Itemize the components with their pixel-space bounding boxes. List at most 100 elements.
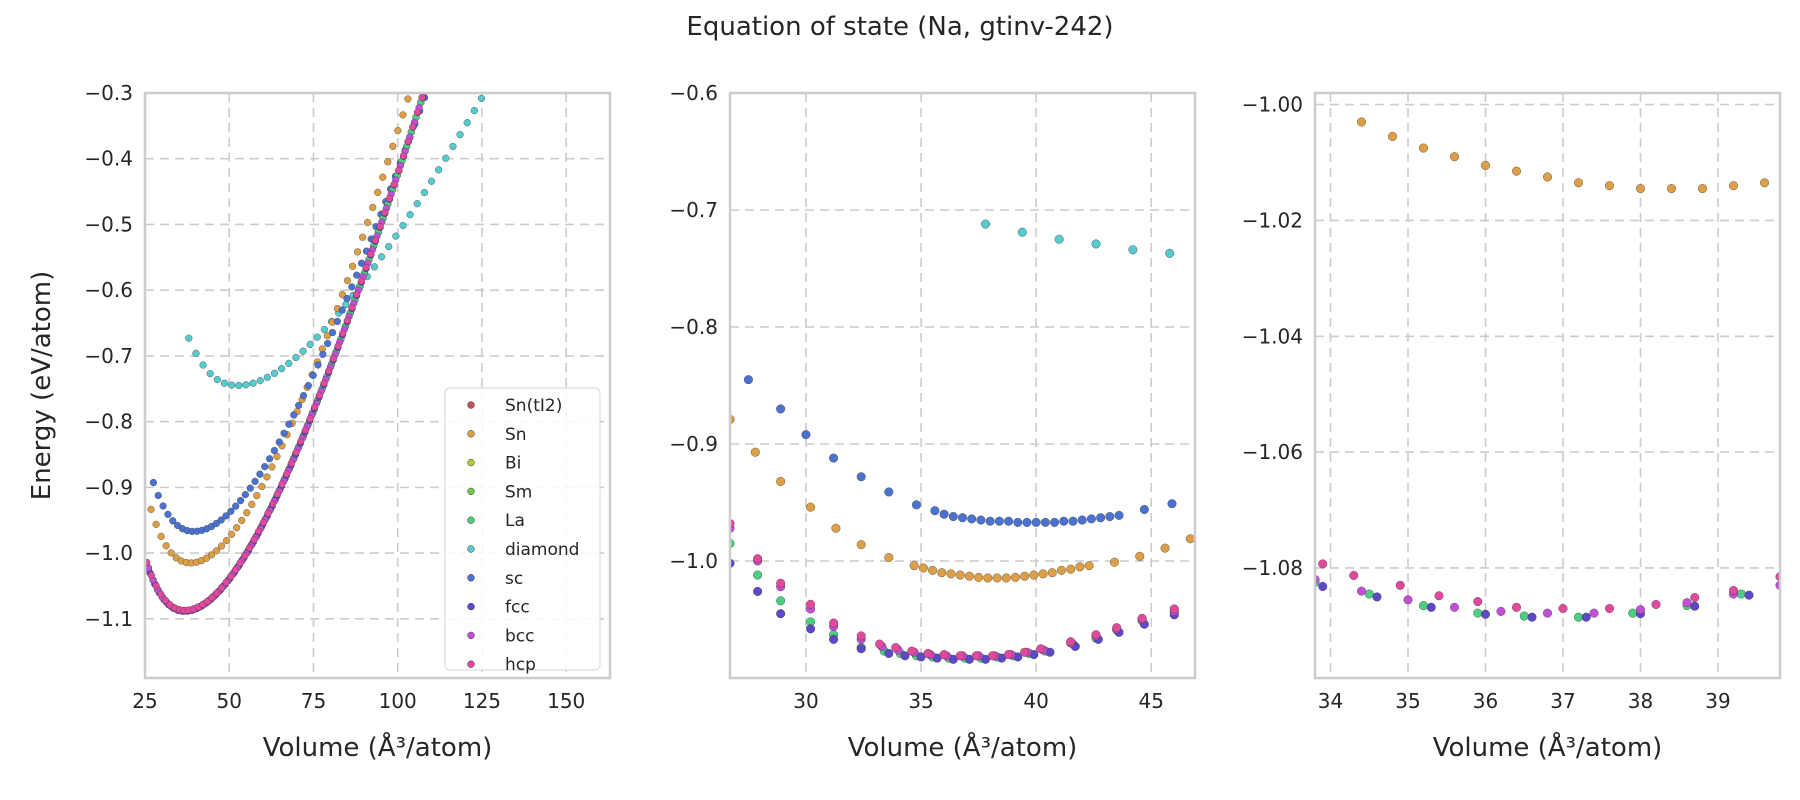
- data-point: [450, 12, 457, 19]
- data-point: [265, 455, 274, 463]
- data-point: [329, 354, 338, 363]
- data-point: [213, 375, 222, 384]
- data-point: [147, 571, 156, 579]
- data-point: [277, 365, 286, 373]
- data-point: [164, 510, 172, 519]
- data-point: [261, 462, 269, 471]
- data-point: [404, 137, 412, 146]
- data-point: [1403, 595, 1413, 605]
- data-point: [455, 0, 462, 5]
- data-point: [1434, 591, 1444, 601]
- data-point: [363, 218, 372, 227]
- data-point: [339, 329, 347, 338]
- series-hcp: [1318, 559, 1780, 614]
- data-point: [1105, 511, 1115, 522]
- x-tick-label: 125: [463, 689, 501, 713]
- data-point: [1496, 606, 1506, 616]
- data-point: [964, 571, 974, 581]
- data-point: [217, 584, 226, 592]
- data-point: [241, 551, 249, 560]
- data-point: [1473, 596, 1483, 607]
- data-point: [399, 111, 407, 119]
- y-tick-label: −1.0: [669, 549, 718, 573]
- data-point: [220, 379, 229, 387]
- data-point: [145, 558, 151, 567]
- data-point: [1635, 184, 1646, 194]
- data-point: [353, 248, 362, 256]
- x-tick-label: 40: [1023, 689, 1048, 713]
- data-point: [1013, 517, 1023, 527]
- data-point: [385, 194, 394, 203]
- data-point: [377, 253, 386, 261]
- x-tick-label: 25: [132, 689, 157, 713]
- data-point: [1573, 178, 1584, 188]
- data-point: [236, 559, 244, 567]
- data-point: [1527, 612, 1537, 622]
- series-hcp: [730, 519, 1179, 661]
- data-point: [1395, 580, 1405, 590]
- data-point: [900, 651, 910, 661]
- data-point: [212, 547, 221, 555]
- y-tick-label: −0.9: [84, 475, 133, 499]
- panel-1: 25 50 75 100 125 150 −0.3 −0.4 −0.5 −0.6 −0.7 −0.8 −…: [27, 0, 612, 763]
- data-point: [776, 476, 786, 486]
- y-tick-label: −0.9: [669, 432, 718, 456]
- data-point: [379, 173, 387, 181]
- data-point: [169, 517, 177, 525]
- figure-title: Equation of state (Na, gtinv-242): [686, 12, 1114, 42]
- data-point: [743, 375, 753, 385]
- data-point: [806, 624, 816, 634]
- data-point: [425, 75, 432, 82]
- data-point: [236, 496, 245, 505]
- data-point: [1581, 612, 1591, 622]
- data-point: [1511, 602, 1522, 612]
- data-point: [241, 490, 250, 499]
- y-axis-label: Energy (eV/atom): [27, 271, 57, 500]
- data-point: [348, 303, 356, 312]
- data-point: [829, 453, 839, 463]
- data-point: [413, 200, 421, 208]
- series-sc: [743, 375, 1177, 527]
- data-point: [231, 566, 240, 574]
- legend-box: [444, 387, 601, 671]
- data-point: [1628, 608, 1638, 618]
- legend-marker: [467, 602, 475, 611]
- data-point: [1449, 152, 1460, 162]
- data-point: [333, 317, 342, 326]
- data-point: [294, 401, 303, 410]
- data-point: [477, 94, 486, 103]
- data-point: [753, 554, 763, 564]
- data-point: [1356, 586, 1367, 596]
- legend-label: fcc: [505, 598, 530, 618]
- data-point: [159, 502, 167, 510]
- data-point: [456, 130, 464, 139]
- data-point: [270, 446, 279, 455]
- data-point: [1109, 557, 1119, 567]
- data-point: [1010, 572, 1020, 582]
- data-point: [856, 540, 866, 550]
- y-tick-label: −0.6: [669, 81, 718, 105]
- data-point: [270, 369, 279, 377]
- legend-marker: [467, 545, 475, 553]
- data-point: [301, 426, 310, 434]
- series-hcp: [145, 65, 435, 614]
- data-point: [909, 561, 919, 571]
- data-point: [939, 650, 949, 660]
- data-point: [1426, 602, 1436, 612]
- data-point: [290, 411, 298, 419]
- data-point: [431, 54, 438, 61]
- data-point: [1356, 117, 1367, 127]
- data-point: [1666, 184, 1677, 194]
- data-point: [1040, 517, 1050, 527]
- data-point: [406, 211, 414, 219]
- data-point: [1318, 559, 1328, 569]
- data-point: [1480, 609, 1491, 619]
- data-point: [320, 379, 328, 387]
- data-point: [343, 294, 351, 303]
- x-tick-label: 150: [547, 689, 585, 713]
- data-point: [428, 65, 435, 72]
- series-bcc: [1315, 574, 1780, 618]
- data-point: [1091, 630, 1101, 640]
- data-point: [957, 513, 968, 523]
